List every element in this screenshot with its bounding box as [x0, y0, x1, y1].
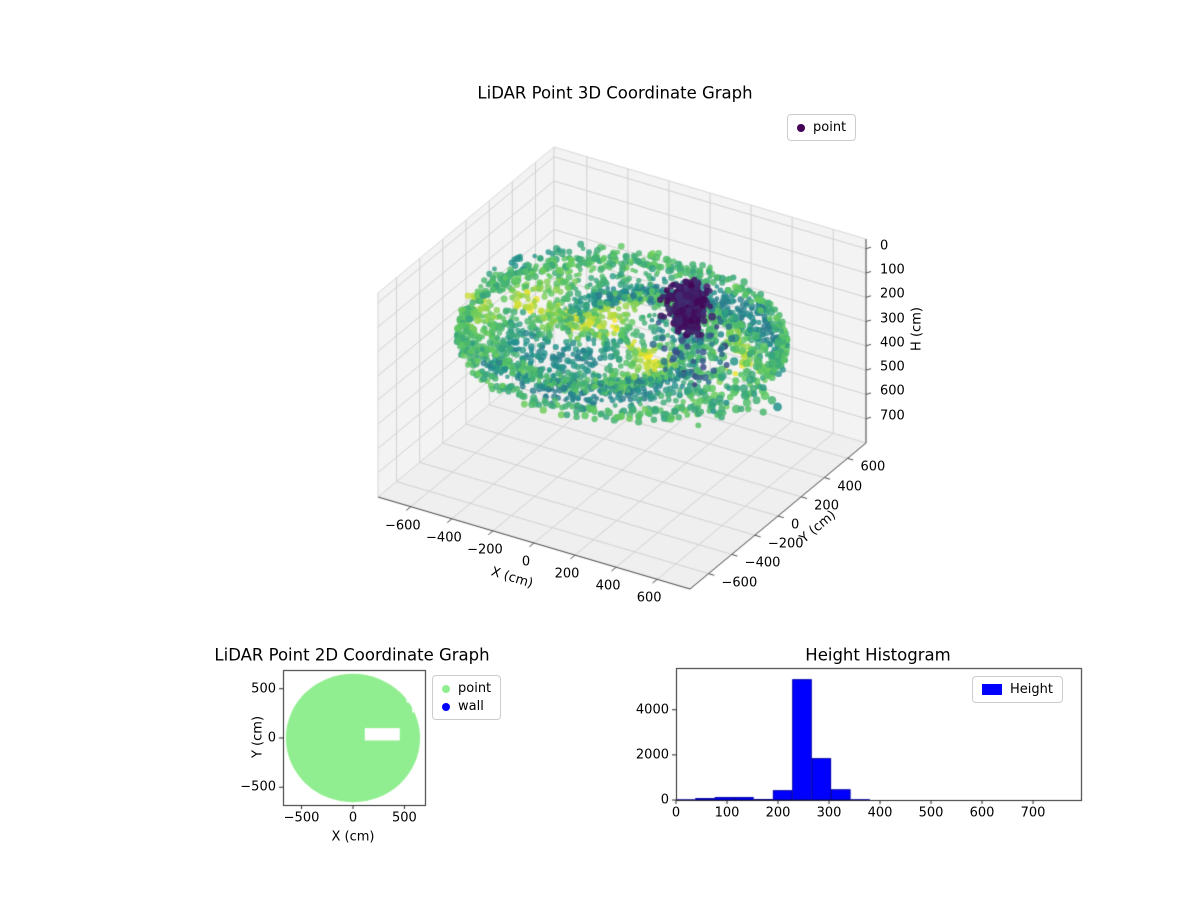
3d-z-tick-label: 700 [880, 408, 905, 424]
2d-x-tick-label: −500 [283, 810, 320, 826]
3d-y-tick-label: −600 [721, 575, 758, 591]
3d-y-tick-label: 400 [837, 479, 863, 495]
legend-label: Height [1010, 682, 1053, 697]
2d-x-tick-label: 500 [391, 810, 417, 826]
3d-x-tick-label: 600 [636, 590, 662, 606]
hist-y-tick-label: 0 [660, 792, 669, 808]
2d-x-axis-label: X (cm) [331, 829, 375, 845]
hist-x-tick-label: 300 [816, 805, 842, 821]
hist-x-tick-label: 0 [671, 805, 681, 821]
3d-y-tick-label: 0 [791, 517, 800, 533]
3d-z-axis-label: H (cm) [909, 307, 925, 351]
3d-x-tick-label: −400 [426, 530, 462, 546]
3d-z-tick-label: 200 [880, 286, 905, 302]
point-marker-icon [442, 684, 450, 693]
3d-z-tick-label: 100 [880, 262, 905, 278]
point-marker-icon [797, 123, 805, 132]
3d-y-tick-label: −400 [744, 555, 781, 571]
histogram-title: Height Histogram [805, 645, 951, 665]
3d-x-tick-label: 0 [521, 554, 531, 570]
height-patch-icon [982, 684, 1002, 695]
3d-x-tick-label: −600 [384, 518, 421, 534]
hist-x-tick-label: 200 [765, 805, 791, 821]
legend-entry-point: point [797, 120, 846, 135]
3d-z-tick-label: 300 [880, 311, 905, 327]
2d-y-tick-label: −500 [240, 779, 276, 795]
3d-legend: point [787, 114, 857, 141]
hist-x-tick-label: 600 [969, 805, 995, 821]
2d-y-axis-label: Y (cm) [250, 715, 266, 759]
2d-y-tick-label: 0 [267, 730, 276, 746]
legend-entry-height: Height [982, 682, 1053, 697]
3d-z-tick-label: 0 [880, 238, 889, 254]
legend-entry-point: point [442, 681, 491, 696]
hist-y-tick-label: 4000 [635, 702, 669, 718]
legend-label: point [458, 681, 492, 696]
3d-y-tick-label: −200 [767, 536, 804, 552]
hist-x-tick-label: 500 [918, 805, 944, 821]
3d-z-tick-label: 400 [880, 335, 905, 351]
2d-y-tick-label: 500 [251, 681, 276, 697]
legend-label: wall [458, 699, 484, 714]
3d-y-tick-label: 600 [860, 459, 886, 475]
2d-x-tick-label: 0 [348, 810, 358, 826]
2d-legend: point wall [432, 675, 502, 720]
3d-y-tick-label: 200 [814, 498, 839, 514]
hist-x-tick-label: 400 [867, 805, 893, 821]
3d-x-tick-label: −200 [467, 542, 503, 558]
histogram-legend: Height [972, 676, 1063, 703]
legend-entry-wall: wall [442, 699, 491, 714]
hist-y-tick-label: 2000 [635, 747, 669, 763]
3d-x-tick-label: 200 [554, 566, 580, 582]
3d-z-tick-label: 600 [880, 383, 905, 399]
3d-z-tick-label: 500 [880, 359, 905, 375]
wall-marker-icon [442, 702, 450, 711]
3d-x-tick-label: 400 [595, 578, 621, 594]
hist-x-tick-label: 100 [714, 805, 740, 821]
3d-plot-title: LiDAR Point 3D Coordinate Graph [477, 83, 753, 103]
2d-plot-title: LiDAR Point 2D Coordinate Graph [214, 645, 490, 665]
legend-label: point [813, 120, 847, 135]
hist-x-tick-label: 700 [1020, 805, 1046, 821]
